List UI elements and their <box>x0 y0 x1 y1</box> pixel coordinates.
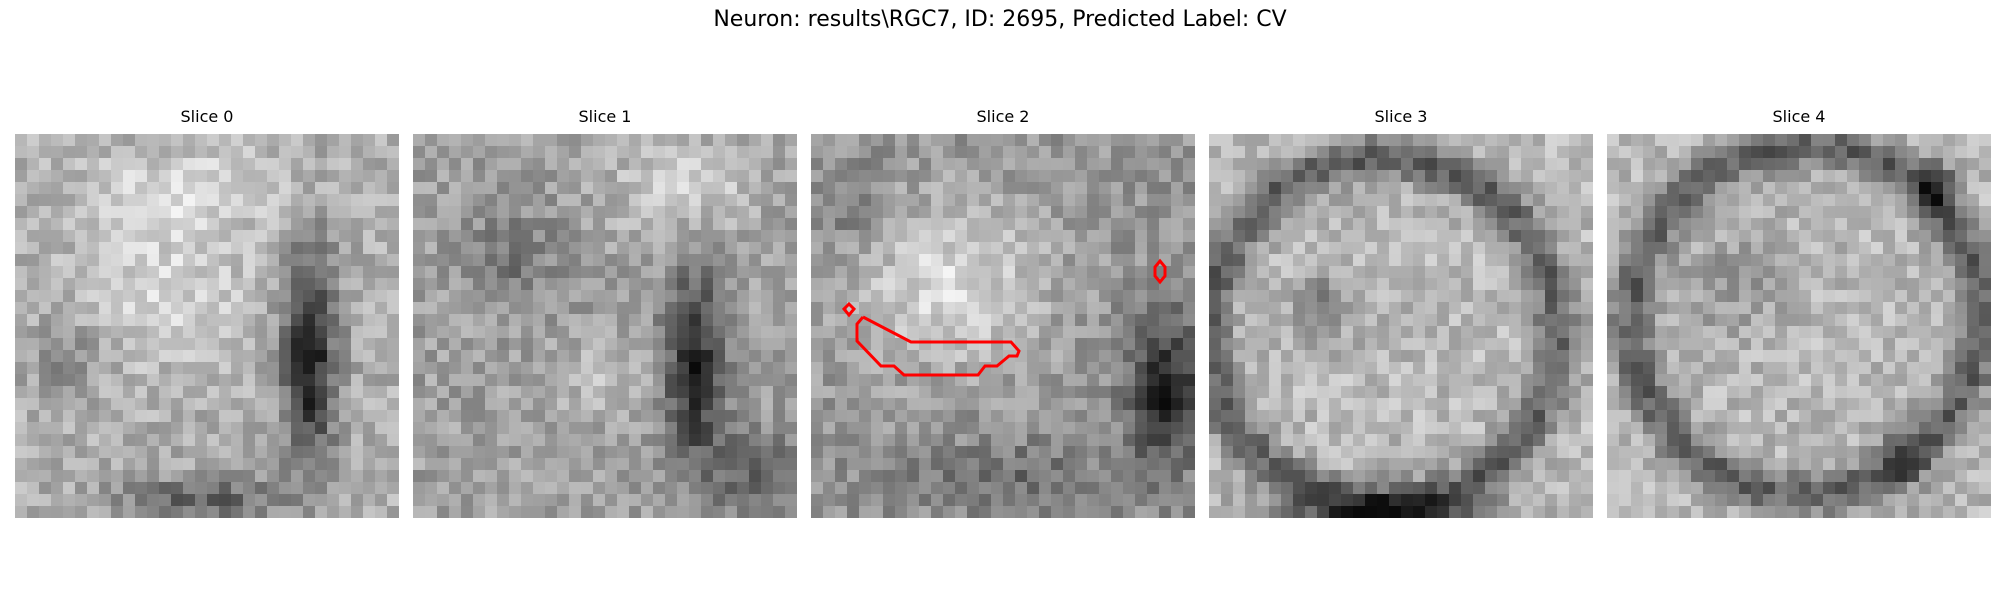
contour-main <box>855 315 1021 377</box>
segmentation-contour <box>841 258 1167 377</box>
slice-title-3: Slice 3 <box>1374 107 1428 126</box>
slice-image-3 <box>1209 134 1593 518</box>
figure-title: Neuron: results\RGC7, ID: 2695, Predicte… <box>713 7 1287 32</box>
slice-panel-1: Slice 1 <box>413 107 797 518</box>
slice-panel-2: Slice 2 <box>811 107 1195 518</box>
contour-small-right <box>1153 258 1167 285</box>
slice-title-1: Slice 1 <box>578 107 632 126</box>
slice-title-0: Slice 0 <box>180 107 234 126</box>
contour-small-left <box>841 301 857 318</box>
slice-image-2 <box>811 134 1195 518</box>
slice-image-0 <box>15 134 399 518</box>
slice-title-4: Slice 4 <box>1772 107 1826 126</box>
slice-image-4 <box>1607 134 1991 518</box>
slice-panel-4: Slice 4 <box>1607 107 1991 518</box>
slice-image-1 <box>413 134 797 518</box>
slice-title-2: Slice 2 <box>976 107 1030 126</box>
slice-panel-3: Slice 3 <box>1209 107 1593 518</box>
slice-panel-0: Slice 0 <box>15 107 399 518</box>
